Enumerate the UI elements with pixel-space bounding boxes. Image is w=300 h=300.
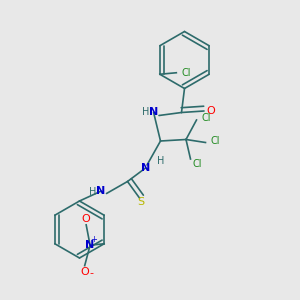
Text: H: H (157, 156, 164, 167)
Text: Cl: Cl (211, 136, 220, 146)
Text: O: O (80, 267, 89, 277)
Text: Cl: Cl (193, 159, 202, 170)
Text: -: - (89, 268, 93, 278)
Text: H: H (89, 187, 97, 197)
Text: N: N (97, 186, 106, 196)
Text: S: S (137, 197, 145, 208)
Text: +: + (90, 236, 97, 244)
Text: O: O (82, 214, 91, 224)
Text: Cl: Cl (201, 112, 211, 123)
Text: H: H (142, 107, 149, 118)
Text: N: N (141, 163, 150, 173)
Text: Cl: Cl (182, 68, 191, 78)
Text: N: N (85, 240, 95, 250)
Text: O: O (206, 106, 215, 116)
Text: N: N (149, 107, 158, 118)
